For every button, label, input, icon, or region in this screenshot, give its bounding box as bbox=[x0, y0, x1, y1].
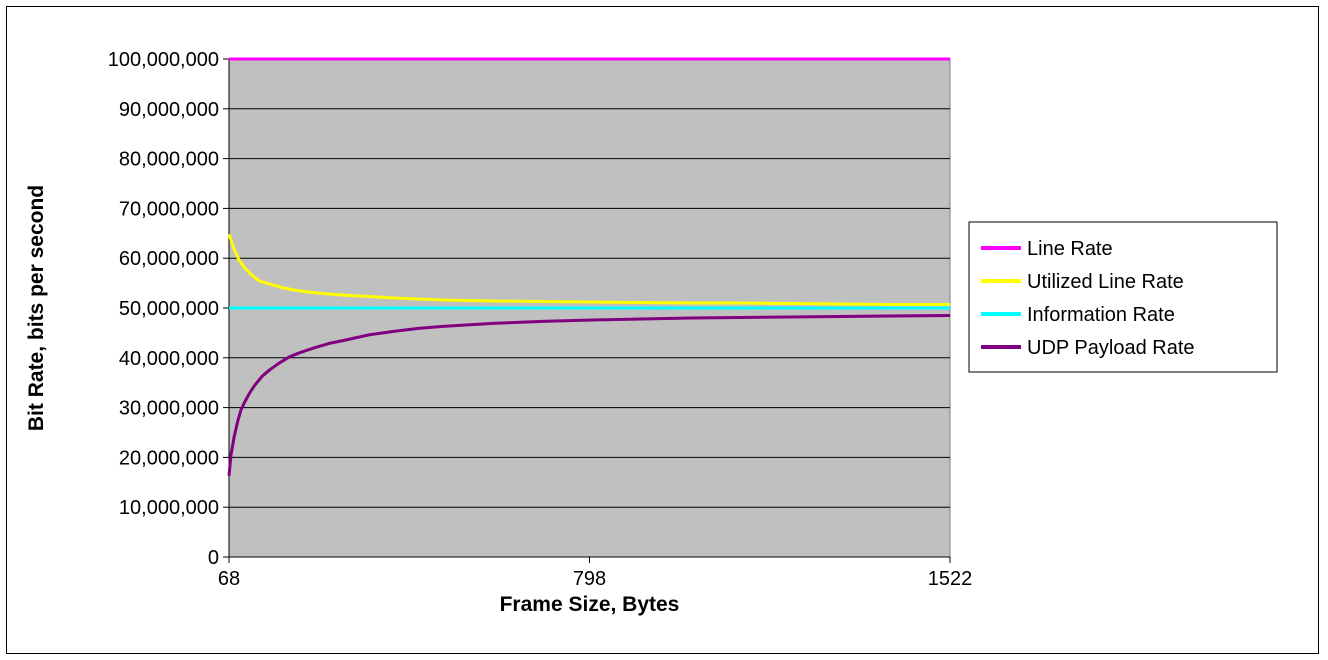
y-tick-label: 70,000,000 bbox=[119, 198, 219, 220]
x-axis-title: Frame Size, Bytes bbox=[500, 593, 680, 616]
series-line-udp-payload-rate bbox=[227, 314, 951, 476]
y-axis-tick-labels: 0 10,000,000 20,000,000 30,000,000 40,000,00… bbox=[108, 49, 219, 569]
x-axis-tick-labels: 68 798 1522 bbox=[218, 568, 972, 590]
y-tick-label: 100,000,000 bbox=[108, 49, 219, 71]
legend-label-information-rate: Information Rate bbox=[1027, 304, 1175, 326]
series-line-utilized-line-rate bbox=[227, 233, 950, 306]
chart-frame: 0 10,000,000 20,000,000 30,000,000 40,000,00… bbox=[6, 6, 1319, 654]
y-tick-label: 0 bbox=[208, 547, 219, 569]
x-tick-label: 1522 bbox=[928, 568, 973, 590]
x-tick-label: 68 bbox=[218, 568, 240, 590]
y-tick-label: 30,000,000 bbox=[119, 398, 219, 420]
legend-label-utilized-line-rate: Utilized Line Rate bbox=[1027, 271, 1184, 293]
y-tick-label: 90,000,000 bbox=[119, 99, 219, 121]
y-tick-label: 40,000,000 bbox=[119, 348, 219, 370]
y-tick-label: 80,000,000 bbox=[119, 149, 219, 171]
legend-label-line-rate: Line Rate bbox=[1027, 238, 1113, 260]
series-lines bbox=[227, 57, 951, 476]
y-axis-title: Bit Rate, bits per second bbox=[25, 185, 48, 431]
legend-label-udp-payload-rate: UDP Payload Rate bbox=[1027, 337, 1195, 359]
y-tick-label: 50,000,000 bbox=[119, 298, 219, 320]
y-tick-label: 60,000,000 bbox=[119, 248, 219, 270]
legend: Line Rate Utilized Line Rate Information R… bbox=[968, 221, 1278, 373]
y-tick-label: 20,000,000 bbox=[119, 447, 219, 469]
line-chart: 0 10,000,000 20,000,000 30,000,000 40,000,00… bbox=[25, 49, 1278, 616]
y-tick-label: 10,000,000 bbox=[119, 497, 219, 519]
x-tick-label: 798 bbox=[573, 568, 606, 590]
